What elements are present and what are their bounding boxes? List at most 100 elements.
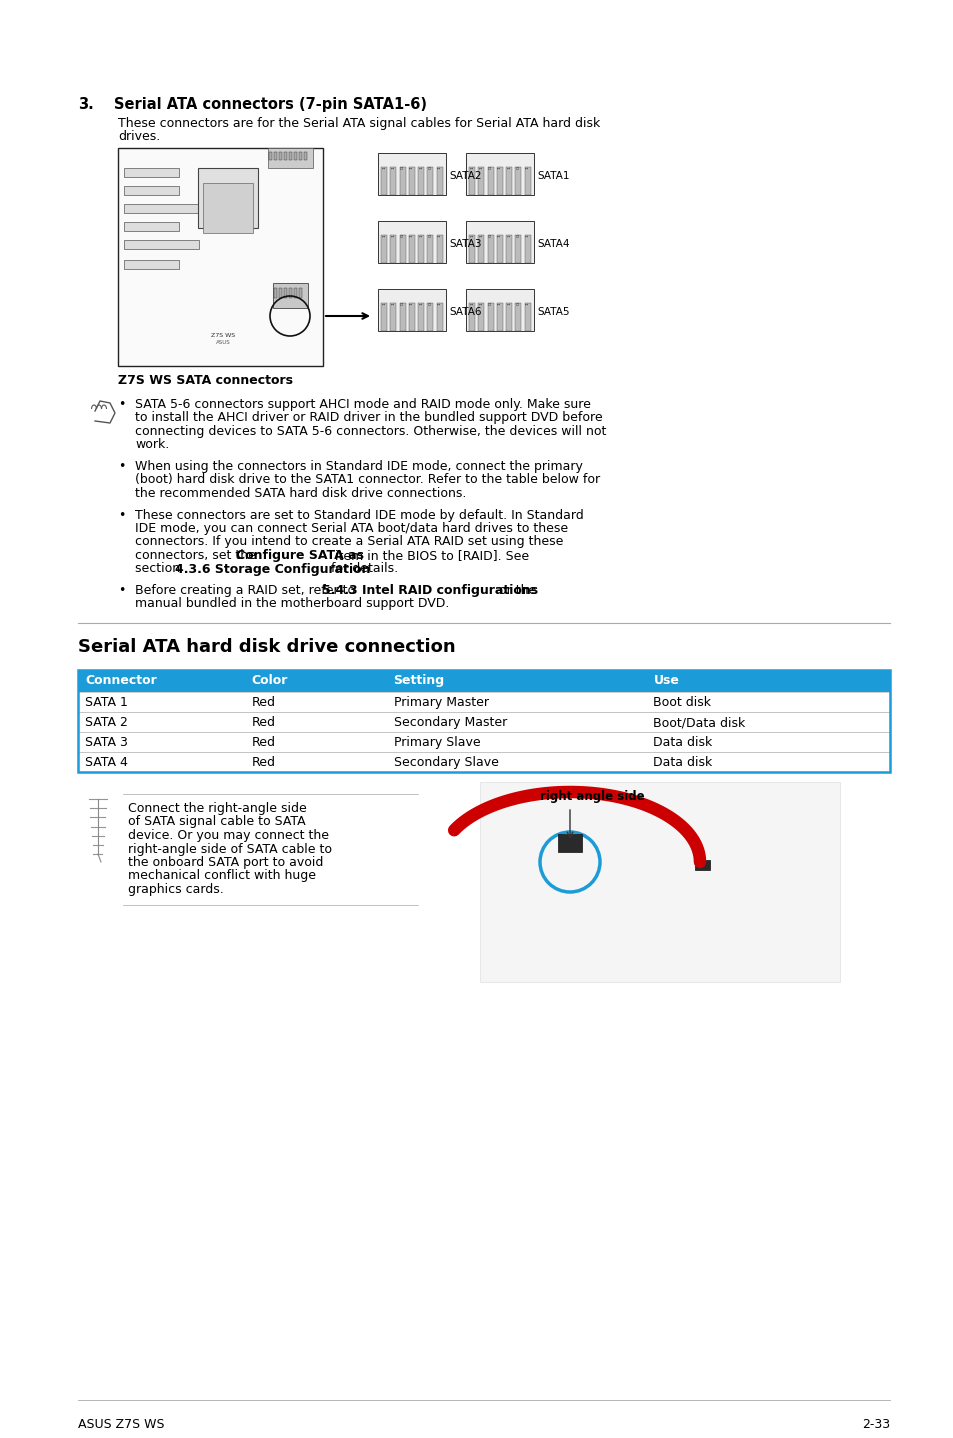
- Text: 1: 1: [382, 302, 386, 305]
- Text: 1: 1: [497, 234, 501, 237]
- Text: the onboard SATA port to avoid: the onboard SATA port to avoid: [128, 856, 323, 869]
- Text: 1: 1: [479, 167, 483, 170]
- Bar: [399, 234, 405, 263]
- Text: These connectors are set to Standard IDE mode by default. In Standard: These connectors are set to Standard IDE…: [135, 509, 583, 522]
- Bar: [124, 240, 199, 249]
- Text: 1: 1: [437, 167, 441, 170]
- Text: or the: or the: [495, 584, 537, 597]
- Text: to install the AHCI driver or RAID driver in the bundled support DVD before: to install the AHCI driver or RAID drive…: [135, 411, 602, 424]
- Text: 1: 1: [382, 234, 386, 237]
- Text: Configure SATA as: Configure SATA as: [235, 549, 364, 562]
- Text: Boot disk: Boot disk: [653, 696, 711, 709]
- Text: right angle side: right angle side: [539, 789, 644, 802]
- Text: Primary Slave: Primary Slave: [394, 736, 479, 749]
- Text: Z7S WS: Z7S WS: [211, 334, 234, 338]
- Bar: [278, 152, 282, 160]
- Text: Use: Use: [653, 674, 679, 687]
- Text: Data disk: Data disk: [653, 756, 712, 769]
- Text: 1: 1: [525, 302, 529, 305]
- Text: These connectors are for the Serial ATA signal cables for Serial ATA hard disk: These connectors are for the Serial ATA …: [118, 116, 599, 129]
- Bar: [524, 234, 530, 263]
- Bar: [124, 168, 179, 177]
- Text: device. Or you may connect the: device. Or you may connect the: [128, 828, 329, 843]
- Text: G: G: [400, 165, 404, 170]
- Bar: [427, 303, 433, 331]
- Text: •: •: [118, 398, 125, 411]
- Bar: [465, 221, 534, 263]
- Bar: [124, 221, 179, 232]
- Text: connecting devices to SATA 5-6 connectors. Otherwise, the devices will not: connecting devices to SATA 5-6 connector…: [135, 426, 606, 439]
- Text: Data disk: Data disk: [653, 736, 712, 749]
- Text: Red: Red: [252, 736, 275, 749]
- Bar: [465, 289, 534, 331]
- Bar: [78, 692, 889, 712]
- Bar: [390, 167, 396, 196]
- Text: Serial ATA hard disk drive connection: Serial ATA hard disk drive connection: [78, 638, 456, 656]
- Bar: [124, 186, 179, 196]
- Text: SATA5: SATA5: [537, 306, 569, 316]
- Bar: [294, 152, 296, 160]
- Bar: [198, 168, 257, 229]
- Bar: [409, 303, 415, 331]
- Text: 1: 1: [525, 167, 529, 170]
- Bar: [118, 148, 323, 367]
- Text: Z7S WS SATA connectors: Z7S WS SATA connectors: [118, 374, 293, 387]
- Text: Red: Red: [252, 756, 275, 769]
- Text: 1: 1: [497, 302, 501, 305]
- Bar: [436, 234, 442, 263]
- Bar: [469, 303, 475, 331]
- Text: 1: 1: [437, 234, 441, 237]
- Text: •: •: [118, 584, 125, 597]
- Text: Boot/Data disk: Boot/Data disk: [653, 716, 745, 729]
- Text: 1: 1: [391, 302, 395, 305]
- Text: 1: 1: [410, 302, 414, 305]
- Bar: [469, 167, 475, 196]
- Bar: [78, 670, 889, 692]
- Text: G: G: [400, 302, 404, 305]
- Bar: [377, 152, 446, 196]
- Bar: [124, 260, 179, 269]
- Text: Connector: Connector: [85, 674, 156, 687]
- Bar: [269, 152, 272, 160]
- Bar: [399, 167, 405, 196]
- Bar: [304, 152, 307, 160]
- Bar: [506, 167, 512, 196]
- Text: 4.3.6 Storage Configuration: 4.3.6 Storage Configuration: [175, 562, 371, 575]
- Text: G: G: [428, 302, 432, 305]
- Bar: [78, 670, 889, 772]
- Text: 1: 1: [470, 234, 474, 237]
- Bar: [436, 167, 442, 196]
- Text: SATA2: SATA2: [449, 171, 481, 181]
- Text: G: G: [400, 233, 404, 237]
- Bar: [436, 303, 442, 331]
- Text: ASUS: ASUS: [215, 339, 230, 345]
- Text: Secondary Master: Secondary Master: [394, 716, 506, 729]
- Bar: [381, 234, 387, 263]
- Bar: [78, 732, 889, 752]
- Text: G: G: [516, 233, 520, 237]
- Text: G: G: [488, 302, 493, 305]
- Bar: [427, 234, 433, 263]
- Text: of SATA signal cable to SATA: of SATA signal cable to SATA: [128, 815, 305, 828]
- Text: 1: 1: [507, 234, 511, 237]
- Text: 1: 1: [410, 234, 414, 237]
- Text: SATA3: SATA3: [449, 239, 481, 249]
- Bar: [478, 167, 484, 196]
- Text: connectors. If you intend to create a Serial ATA RAID set using these: connectors. If you intend to create a Se…: [135, 535, 563, 548]
- Text: graphics cards.: graphics cards.: [128, 883, 224, 896]
- Bar: [506, 303, 512, 331]
- Text: SATA6: SATA6: [449, 306, 481, 316]
- Text: 5.4.3 Intel RAID configurations: 5.4.3 Intel RAID configurations: [321, 584, 537, 597]
- Bar: [399, 303, 405, 331]
- Bar: [274, 152, 276, 160]
- Text: SATA 4: SATA 4: [85, 756, 128, 769]
- Text: Connect the right-angle side: Connect the right-angle side: [128, 802, 307, 815]
- Text: G: G: [428, 233, 432, 237]
- Bar: [294, 288, 296, 298]
- Text: work.: work.: [135, 439, 169, 452]
- Text: 1: 1: [497, 167, 501, 170]
- Bar: [558, 834, 581, 851]
- Bar: [284, 152, 287, 160]
- Text: SATA 5-6 connectors support AHCI mode and RAID mode only. Make sure: SATA 5-6 connectors support AHCI mode an…: [135, 398, 590, 411]
- Text: 1: 1: [391, 167, 395, 170]
